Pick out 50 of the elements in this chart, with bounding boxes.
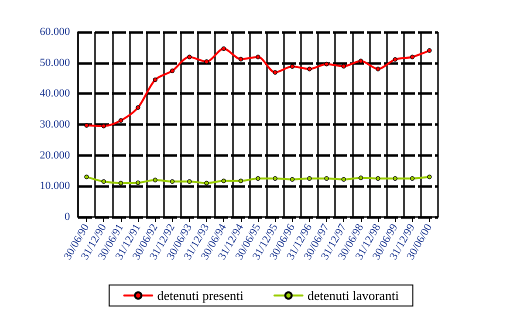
point bbox=[204, 180, 209, 186]
point bbox=[118, 180, 124, 186]
point bbox=[376, 176, 380, 181]
point bbox=[170, 68, 175, 74]
point bbox=[376, 66, 380, 72]
point bbox=[101, 179, 106, 184]
point bbox=[187, 179, 192, 184]
point bbox=[204, 59, 209, 64]
y-tick-label: 30.000 bbox=[40, 118, 70, 130]
point bbox=[324, 176, 329, 181]
y-tick-label: 0 bbox=[64, 211, 70, 223]
point bbox=[170, 179, 175, 184]
point bbox=[256, 176, 260, 181]
point bbox=[101, 124, 106, 128]
point bbox=[410, 54, 415, 60]
legend-label: detenuti lavoranti bbox=[307, 288, 400, 303]
point bbox=[238, 178, 244, 184]
point bbox=[84, 174, 89, 180]
point bbox=[118, 118, 124, 123]
point bbox=[324, 62, 329, 66]
point bbox=[221, 46, 226, 51]
point bbox=[136, 105, 140, 110]
point bbox=[152, 178, 158, 182]
point bbox=[341, 177, 346, 182]
y-tick-label: 20.000 bbox=[40, 149, 70, 162]
point bbox=[84, 123, 89, 128]
point bbox=[221, 178, 226, 184]
point bbox=[272, 176, 278, 181]
y-tick-label: 60.000 bbox=[40, 26, 70, 38]
point bbox=[427, 48, 432, 53]
y-tick-label: 50.000 bbox=[40, 56, 70, 69]
point bbox=[392, 57, 398, 62]
point bbox=[256, 54, 260, 60]
point bbox=[358, 58, 364, 64]
point bbox=[307, 66, 312, 72]
point bbox=[272, 70, 278, 75]
point bbox=[290, 64, 295, 69]
legend-label: detenuti presenti bbox=[157, 288, 244, 303]
point bbox=[307, 176, 312, 181]
point bbox=[427, 174, 432, 180]
point bbox=[152, 77, 158, 82]
point bbox=[392, 176, 398, 181]
point bbox=[410, 176, 415, 181]
point bbox=[238, 56, 244, 62]
point bbox=[136, 180, 140, 186]
y-tick-label: 10.000 bbox=[40, 180, 70, 192]
point bbox=[187, 54, 192, 60]
point bbox=[358, 176, 364, 180]
point bbox=[290, 177, 295, 182]
y-tick-label: 40.000 bbox=[40, 88, 70, 100]
